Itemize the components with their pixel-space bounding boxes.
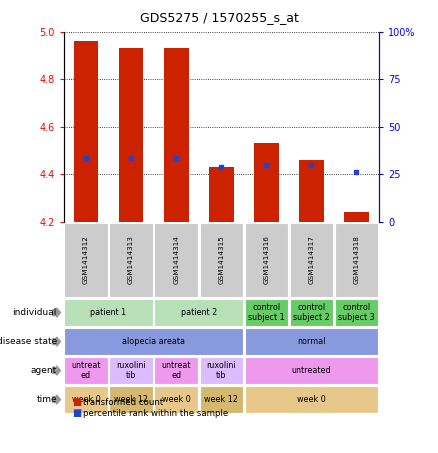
FancyArrow shape xyxy=(53,337,60,346)
Text: GSM1414317: GSM1414317 xyxy=(308,236,314,284)
Bar xyxy=(299,160,324,222)
Text: week 12: week 12 xyxy=(114,395,148,404)
Text: ■: ■ xyxy=(72,397,81,407)
Bar xyxy=(344,212,369,222)
Text: control
subject 1: control subject 1 xyxy=(248,303,285,322)
Text: untreated: untreated xyxy=(291,366,331,375)
Text: GSM1414313: GSM1414313 xyxy=(128,236,134,284)
Text: patient 2: patient 2 xyxy=(180,308,217,317)
Text: agent: agent xyxy=(31,366,57,375)
Text: ■: ■ xyxy=(72,408,81,418)
Text: untreat
ed: untreat ed xyxy=(161,361,191,380)
Text: GSM1414314: GSM1414314 xyxy=(173,236,179,284)
Bar xyxy=(254,144,279,222)
FancyArrow shape xyxy=(53,308,60,317)
Text: GSM1414316: GSM1414316 xyxy=(263,236,269,284)
Text: alopecia areata: alopecia areata xyxy=(122,337,185,346)
Text: GSM1414315: GSM1414315 xyxy=(218,236,224,284)
Text: disease state: disease state xyxy=(0,337,57,346)
Bar xyxy=(119,48,144,222)
Bar xyxy=(164,48,188,222)
Text: percentile rank within the sample: percentile rank within the sample xyxy=(83,409,229,418)
Text: week 0: week 0 xyxy=(297,395,326,404)
FancyArrow shape xyxy=(53,395,60,404)
Text: GDS5275 / 1570255_s_at: GDS5275 / 1570255_s_at xyxy=(140,11,298,24)
Text: ruxolini
tib: ruxolini tib xyxy=(116,361,146,380)
Text: ruxolini
tib: ruxolini tib xyxy=(206,361,236,380)
Text: week 0: week 0 xyxy=(72,395,100,404)
Text: transformed count: transformed count xyxy=(83,398,163,407)
Bar xyxy=(74,41,99,222)
Text: control
subject 3: control subject 3 xyxy=(338,303,374,322)
Text: patient 1: patient 1 xyxy=(91,308,127,317)
Text: individual: individual xyxy=(13,308,57,317)
FancyArrow shape xyxy=(53,366,60,375)
Text: week 0: week 0 xyxy=(162,395,191,404)
Text: week 12: week 12 xyxy=(204,395,238,404)
Text: normal: normal xyxy=(297,337,325,346)
Text: untreat
ed: untreat ed xyxy=(71,361,101,380)
Bar xyxy=(209,167,233,222)
Text: control
subject 2: control subject 2 xyxy=(293,303,330,322)
Text: time: time xyxy=(36,395,57,404)
Text: GSM1414318: GSM1414318 xyxy=(353,236,359,284)
Text: GSM1414312: GSM1414312 xyxy=(83,236,89,284)
